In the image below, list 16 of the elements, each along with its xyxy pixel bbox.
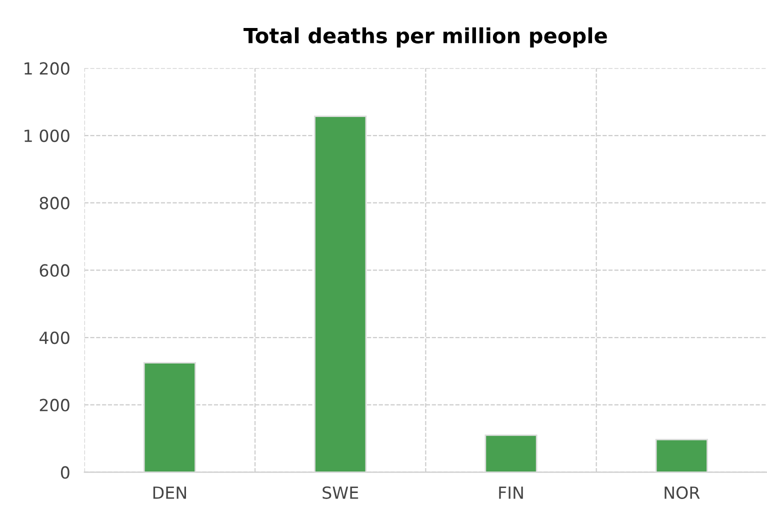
bar (143, 362, 196, 472)
x-tick-label: NOR (664, 486, 700, 499)
bar (484, 434, 538, 472)
y-tick-label: 600 (40, 264, 70, 277)
chart-title: Total deaths per million people (244, 27, 607, 48)
bar (655, 438, 708, 472)
y-tick-label: 0 (60, 466, 70, 479)
y-tick-label: 1 000 (24, 129, 70, 142)
y-tick-label: 800 (40, 196, 70, 210)
y-tick-label: 200 (40, 398, 70, 412)
x-tick-label: SWE (322, 486, 358, 499)
y-tick-label: 1 200 (24, 62, 70, 75)
x-tick-label: FIN (499, 486, 523, 499)
bar (314, 116, 367, 472)
y-tick-label: 400 (39, 331, 70, 344)
x-tick-label: DEN (153, 486, 186, 499)
